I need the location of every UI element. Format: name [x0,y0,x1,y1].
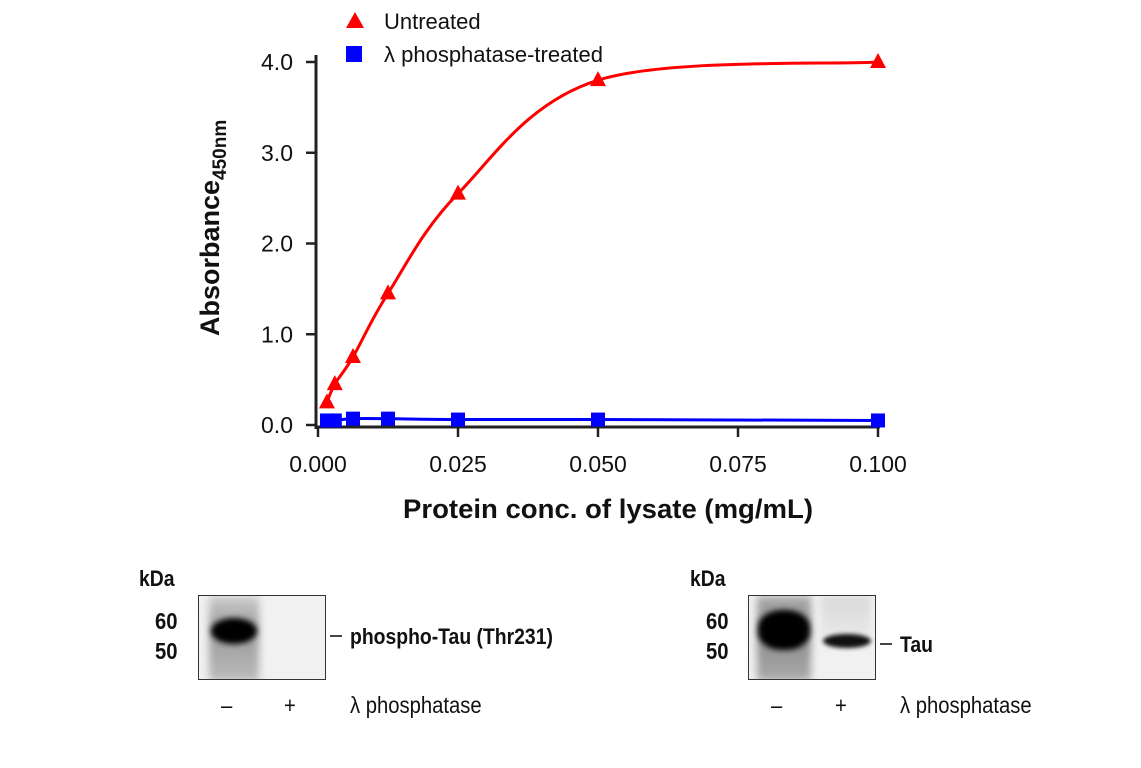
series [318,53,886,428]
band [823,634,871,648]
data-point-square [346,411,360,426]
marker-60: 60 [155,608,178,634]
western-blot-phospho-tau [198,595,326,680]
x-tick-label: 0.000 [289,451,347,477]
y-axis-label: Absorbance450nm [195,120,231,336]
data-point-triangle [345,347,361,363]
kda-label: kDa [690,566,726,591]
x-tick-label: 0.050 [569,451,627,477]
data-point-triangle [326,375,343,391]
marker-50: 50 [706,638,729,664]
protein-label: Tau [900,632,933,657]
data-point-triangle [870,53,886,68]
lane-plus: + [835,692,847,718]
treatment-label: λ phosphatase [900,692,1032,718]
treatment-label: λ phosphatase [350,692,482,718]
data-point-square [327,413,342,428]
chart: 0.0 1.0 2.0 3.0 4.0 0.000 0.025 0.050 0.075 0.100… [195,9,907,524]
y-tick-label: 0.0 [261,412,293,438]
band [758,610,810,650]
data-point-square [451,412,465,427]
x-tick-label: 0.100 [849,451,907,477]
protein-label: phospho-Tau (Thr231) [350,624,553,649]
legend-marker-square [346,46,362,62]
legend-marker-triangle [346,12,364,28]
x-axis-label: Protein conc. of lysate (mg/mL) [403,494,813,524]
y-tick-label: 2.0 [261,231,293,257]
data-point-triangle [450,184,466,200]
band-indicator-line [880,643,892,645]
western-blot-tau [748,595,876,680]
data-point-triangle [380,284,396,300]
data-point-square [871,413,885,428]
x-tick-label: 0.075 [709,451,767,477]
lane-minus: – [221,692,233,718]
legend-label: λ phosphatase-treated [384,42,603,67]
lane-plus: + [284,692,296,718]
band-indicator-line [330,635,342,637]
lane-minus: – [771,692,783,718]
x-tick-label: 0.025 [429,451,487,477]
series-phosphatase-treated [319,411,885,428]
legend: Untreated λ phosphatase-treated [346,9,603,67]
series-line [325,60,879,403]
y-tick-label: 4.0 [261,49,293,75]
band [211,618,257,644]
data-point-square [591,412,605,427]
axes: 0.0 1.0 2.0 3.0 4.0 0.000 0.025 0.050 0.075 0.100… [195,49,907,524]
data-point-triangle [590,71,606,87]
marker-60: 60 [706,608,729,634]
kda-label: kDa [139,566,175,591]
y-tick-label: 1.0 [261,321,293,347]
y-tick-label: 3.0 [261,140,293,166]
lane-smear [821,596,871,636]
series-untreated [318,53,886,409]
data-point-triangle [318,393,335,409]
legend-label: Untreated [384,9,481,34]
data-point-square [381,411,395,426]
marker-50: 50 [155,638,178,664]
